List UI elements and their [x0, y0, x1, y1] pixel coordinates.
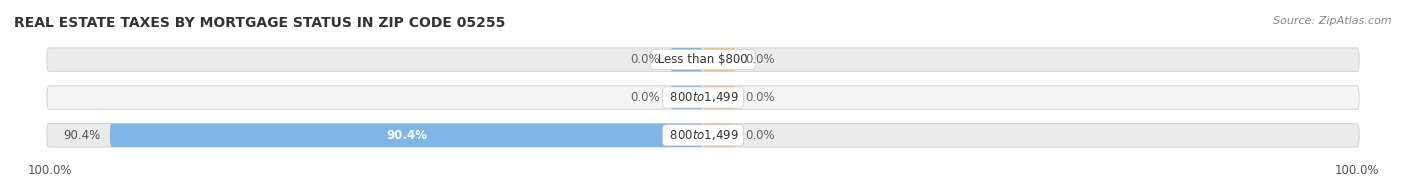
FancyBboxPatch shape	[703, 124, 735, 147]
FancyBboxPatch shape	[110, 124, 703, 147]
Text: 90.4%: 90.4%	[63, 129, 100, 142]
Text: 100.0%: 100.0%	[1334, 164, 1379, 177]
Text: 100.0%: 100.0%	[27, 164, 72, 177]
Text: REAL ESTATE TAXES BY MORTGAGE STATUS IN ZIP CODE 05255: REAL ESTATE TAXES BY MORTGAGE STATUS IN …	[14, 16, 505, 30]
Text: 0.0%: 0.0%	[631, 53, 661, 66]
FancyBboxPatch shape	[46, 124, 1360, 147]
FancyBboxPatch shape	[703, 86, 735, 109]
Text: $800 to $1,499: $800 to $1,499	[666, 128, 740, 142]
FancyBboxPatch shape	[46, 48, 1360, 71]
Text: 90.4%: 90.4%	[385, 129, 427, 142]
Text: 0.0%: 0.0%	[745, 53, 775, 66]
Text: Source: ZipAtlas.com: Source: ZipAtlas.com	[1274, 16, 1392, 26]
Text: 0.0%: 0.0%	[631, 91, 661, 104]
FancyBboxPatch shape	[671, 86, 703, 109]
Text: 0.0%: 0.0%	[745, 91, 775, 104]
FancyBboxPatch shape	[671, 48, 703, 71]
Text: Less than $800: Less than $800	[654, 53, 752, 66]
FancyBboxPatch shape	[703, 48, 735, 71]
FancyBboxPatch shape	[46, 86, 1360, 109]
Text: 0.0%: 0.0%	[745, 129, 775, 142]
Text: $800 to $1,499: $800 to $1,499	[666, 90, 740, 105]
